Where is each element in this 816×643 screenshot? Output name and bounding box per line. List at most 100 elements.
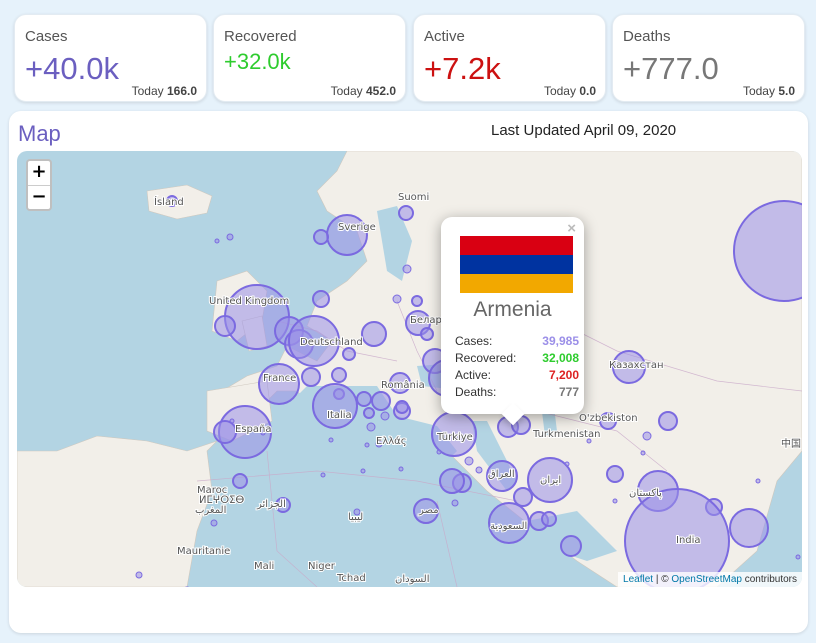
country-bubble[interactable] (733, 200, 802, 302)
country-bubble[interactable] (402, 264, 412, 274)
zoom-in-button[interactable]: + (31, 161, 47, 182)
popup-country-name: Armenia (473, 298, 552, 321)
country-bubble[interactable] (420, 327, 434, 341)
osm-link[interactable]: OpenStreetMap (671, 574, 742, 585)
country-bubble[interactable] (353, 508, 361, 516)
country-bubble[interactable] (464, 456, 474, 466)
recovered-label: Recovered (224, 28, 297, 45)
popup-row-recovered: Recovered: 32,008 (455, 351, 579, 365)
country-bubble[interactable] (214, 238, 220, 244)
country-bubble[interactable] (431, 411, 477, 457)
country-bubble[interactable] (342, 347, 356, 361)
last-updated: Last Updated April 09, 2020 (491, 122, 677, 139)
country-bubble[interactable] (451, 499, 459, 507)
map-attribution: Leaflet | © OpenStreetMap contributors (618, 572, 802, 587)
country-bubble[interactable] (260, 430, 266, 436)
country-bubble[interactable] (366, 422, 376, 432)
country-bubble[interactable] (488, 502, 530, 544)
map-title: Map (18, 121, 61, 146)
cases-card: Cases +40.0k Today 166.0 (14, 14, 207, 102)
country-bubble[interactable] (612, 498, 618, 504)
country-bubble[interactable] (642, 431, 652, 441)
country-bubble[interactable] (229, 418, 235, 424)
country-bubble[interactable] (640, 450, 646, 456)
popup-row-cases: Cases: 39,985 (455, 334, 579, 348)
country-bubble[interactable] (312, 383, 358, 429)
country-bubble[interactable] (755, 478, 761, 484)
country-bubble[interactable] (166, 195, 178, 207)
country-bubble[interactable] (288, 315, 340, 367)
country-bubble[interactable] (328, 437, 334, 443)
country-bubble[interactable] (380, 411, 390, 421)
cases-today: Today 166.0 (131, 84, 197, 98)
country-bubble[interactable] (356, 391, 372, 407)
country-bubble[interactable] (312, 290, 330, 308)
country-bubble[interactable] (486, 460, 518, 492)
country-bubble[interactable] (541, 511, 557, 527)
country-bubble[interactable] (360, 468, 366, 474)
cases-label: Cases (25, 28, 68, 45)
country-bubble[interactable] (226, 233, 234, 241)
country-bubble[interactable] (395, 400, 409, 414)
country-bubble[interactable] (729, 508, 769, 548)
country-bubble[interactable] (475, 466, 483, 474)
world-map[interactable]: Ísland Suomi Sverige United Kingdom Deutschl… (17, 151, 802, 587)
country-bubble[interactable] (214, 315, 236, 337)
country-bubble[interactable] (413, 498, 439, 524)
country-bubble[interactable] (411, 295, 423, 307)
country-bubble[interactable] (320, 472, 326, 478)
recovered-card: Recovered +32.0k Today 452.0 (213, 14, 406, 102)
active-label: Active (424, 28, 465, 45)
country-bubble[interactable] (301, 367, 321, 387)
active-value: +7.2k (424, 51, 501, 86)
country-bubble[interactable] (392, 294, 402, 304)
recovered-value: +32.0k (224, 49, 291, 74)
country-popup: × Armenia Cases: 39,985 Recovered: 32,008 … (441, 217, 584, 426)
country-bubble[interactable] (331, 367, 347, 383)
country-bubble[interactable] (313, 229, 329, 245)
flag-stripe-red (460, 236, 573, 255)
country-bubble[interactable] (564, 461, 570, 467)
bubbles-layer[interactable] (17, 151, 802, 587)
country-bubble[interactable] (375, 440, 383, 448)
flag-stripe-blue (460, 255, 573, 274)
popup-row-deaths: Deaths: 777 (455, 385, 579, 399)
armenia-flag (460, 236, 573, 293)
map-panel: Map Last Updated April 09, 2020 (9, 111, 808, 633)
zoom-out-button[interactable]: − (28, 185, 50, 209)
country-bubble[interactable] (436, 449, 442, 455)
country-bubble[interactable] (527, 457, 573, 503)
cases-value: +40.0k (25, 51, 119, 86)
country-bubble[interactable] (606, 465, 624, 483)
country-bubble[interactable] (210, 519, 218, 527)
country-bubble[interactable] (612, 350, 646, 384)
country-bubble[interactable] (364, 442, 370, 448)
country-bubble[interactable] (275, 497, 291, 513)
leaflet-link[interactable]: Leaflet (623, 574, 654, 585)
country-bubble[interactable] (213, 420, 237, 444)
active-card: Active +7.2k Today 0.0 (413, 14, 606, 102)
country-bubble[interactable] (599, 412, 617, 430)
zoom-control: + − (26, 159, 52, 211)
country-bubble[interactable] (398, 466, 404, 472)
country-bubble[interactable] (795, 554, 801, 560)
country-bubble[interactable] (439, 468, 465, 494)
country-bubble[interactable] (586, 438, 592, 444)
country-bubble[interactable] (361, 321, 387, 347)
country-bubble[interactable] (389, 372, 411, 394)
country-bubble[interactable] (258, 363, 300, 405)
country-bubble[interactable] (232, 473, 248, 489)
country-bubble[interactable] (363, 407, 375, 419)
country-bubble[interactable] (513, 487, 533, 507)
country-bubble[interactable] (560, 535, 582, 557)
country-bubble[interactable] (624, 488, 730, 587)
deaths-label: Deaths (623, 28, 671, 45)
deaths-card: Deaths +777.0 Today 5.0 (612, 14, 805, 102)
country-bubble[interactable] (326, 214, 368, 256)
country-bubble[interactable] (135, 571, 143, 579)
country-bubble[interactable] (658, 411, 678, 431)
country-bubble[interactable] (398, 205, 414, 221)
popup-row-active: Active: 7,200 (455, 368, 579, 382)
popup-close-button[interactable]: × (567, 220, 576, 237)
country-bubble[interactable] (371, 391, 391, 411)
